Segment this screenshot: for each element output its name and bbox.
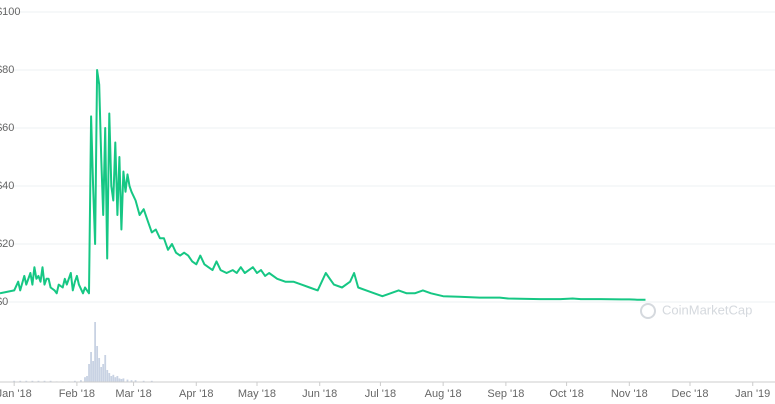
volume-bar [37,380,40,382]
volume-bar [94,322,97,382]
volume-bar [90,352,92,382]
watermark-logo [640,303,656,319]
volume-bar [25,380,28,382]
x-tick-label: Jan '19 [735,388,770,400]
volume-bar [19,380,22,382]
volume-bar [120,379,123,382]
volume-bar [31,380,34,382]
x-tick-label: Feb '18 [59,388,95,400]
x-tick-label: Apr '18 [179,388,214,400]
volume-bar [134,380,137,382]
y-tick-label: $100 [0,6,20,18]
volume-bar [80,380,82,382]
volume-bar [73,380,76,382]
y-tick-label: $20 [0,238,14,250]
x-tick-label: Jan '18 [0,388,32,400]
y-tick-label: $60 [0,122,14,134]
x-tick-label: Dec '18 [672,388,709,400]
volume-bar [92,361,94,382]
x-tick-label: Sep '18 [487,388,524,400]
watermark: CoinMarketCap [662,302,752,317]
volume-bar [104,355,107,382]
x-tick-label: Jul '18 [365,388,396,400]
x-tick-label: Aug '18 [425,388,462,400]
volume-bar [49,380,52,382]
volume-bar [142,380,145,382]
y-tick-label: $0 [0,296,8,308]
volume-bar [126,379,129,382]
volume-bar [102,364,105,382]
price-line [0,69,646,301]
volume-bar [116,376,119,382]
volume-bar [118,378,121,382]
volume-bar [122,378,125,382]
volume-bar [150,380,153,382]
y-tick-label: $40 [0,180,14,192]
volume-bar [13,380,16,382]
y-tick-label: $80 [0,64,14,76]
x-tick-label: Jun '18 [302,388,337,400]
volume-bar [84,377,86,382]
volume-bar [98,358,101,382]
volume-bar [43,380,46,382]
x-tick-label: Mar '18 [115,388,151,400]
volume-bar [108,373,111,382]
volume-bar [110,376,113,382]
volume-bar [86,376,88,382]
volume-bar [100,367,103,382]
volume-bar [114,377,117,382]
volume-bar [88,364,90,382]
volume-bar [106,370,109,382]
x-tick-label: Oct '18 [549,388,584,400]
volume-bar [112,374,115,382]
volume-bar [96,346,99,382]
x-tick-label: Nov '18 [611,388,648,400]
x-tick-label: May '18 [238,388,276,400]
volume-bar [130,380,133,382]
